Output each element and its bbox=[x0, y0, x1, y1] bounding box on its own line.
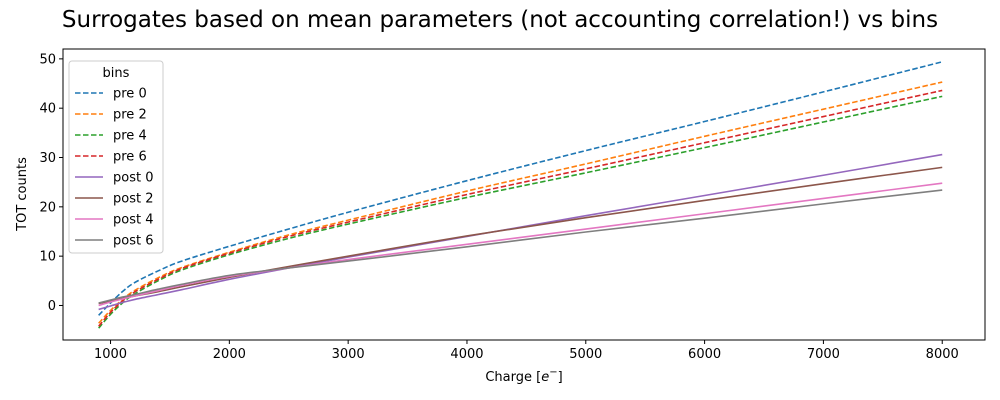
legend-title: bins bbox=[103, 66, 130, 81]
legend-label-pre-6: pre 6 bbox=[113, 150, 147, 165]
legend-label-post-6: post 6 bbox=[113, 234, 153, 249]
series-line-pre-0 bbox=[98, 61, 943, 316]
y-tick-label: 0 bbox=[48, 299, 56, 314]
series-line-pre-6 bbox=[98, 89, 943, 327]
y-axis-label: TOT counts bbox=[15, 157, 30, 232]
legend-label-pre-4: pre 4 bbox=[113, 129, 147, 144]
y-tick-label: 30 bbox=[39, 151, 56, 166]
chart-title: Surrogates based on mean parameters (not… bbox=[62, 7, 938, 33]
series-line-pre-4 bbox=[98, 95, 943, 329]
x-axis-label: Charge [e−] bbox=[485, 367, 562, 385]
x-tick-label: 3000 bbox=[332, 347, 365, 362]
plot-area bbox=[62, 48, 986, 341]
y-tick-label: 40 bbox=[39, 102, 56, 117]
x-tick-label: 2000 bbox=[213, 347, 246, 362]
x-axis-label-superscript: − bbox=[549, 367, 557, 378]
plot-frame bbox=[62, 48, 986, 341]
x-axis-label-unit: e bbox=[541, 370, 549, 385]
legend-label-pre-0: pre 0 bbox=[113, 87, 147, 102]
y-axis: 0 10 20 30 40 50 bbox=[39, 52, 63, 314]
legend-label-post-2: post 2 bbox=[113, 192, 153, 207]
series-line-post-2 bbox=[98, 166, 943, 305]
legend: bins pre 0 pre 2 pre 4 pre 6 post 0 post 2 pos… bbox=[68, 60, 164, 254]
x-axis-label-suffix: ] bbox=[558, 370, 563, 385]
x-axis: 1000 2000 3000 4000 5000 6000 7000 8000 bbox=[94, 340, 959, 362]
x-tick-label: 1000 bbox=[94, 347, 127, 362]
legend-label-post-4: post 4 bbox=[113, 213, 153, 228]
legend-box bbox=[68, 60, 164, 254]
series-layer bbox=[98, 61, 943, 329]
y-tick-label: 20 bbox=[39, 200, 56, 215]
y-tick-label: 10 bbox=[39, 250, 56, 265]
x-tick-label: 6000 bbox=[688, 347, 721, 362]
x-tick-label: 7000 bbox=[807, 347, 840, 362]
x-tick-label: 4000 bbox=[450, 347, 483, 362]
legend-label-post-0: post 0 bbox=[113, 171, 153, 186]
x-tick-label: 5000 bbox=[569, 347, 602, 362]
x-axis-label-text: Charge [ bbox=[485, 370, 541, 385]
series-line-post-0 bbox=[98, 153, 943, 311]
y-tick-label: 50 bbox=[39, 52, 56, 67]
series-line-post-4 bbox=[98, 182, 943, 307]
series-line-post-6 bbox=[98, 189, 943, 304]
x-tick-label: 8000 bbox=[926, 347, 959, 362]
legend-label-pre-2: pre 2 bbox=[113, 108, 147, 123]
